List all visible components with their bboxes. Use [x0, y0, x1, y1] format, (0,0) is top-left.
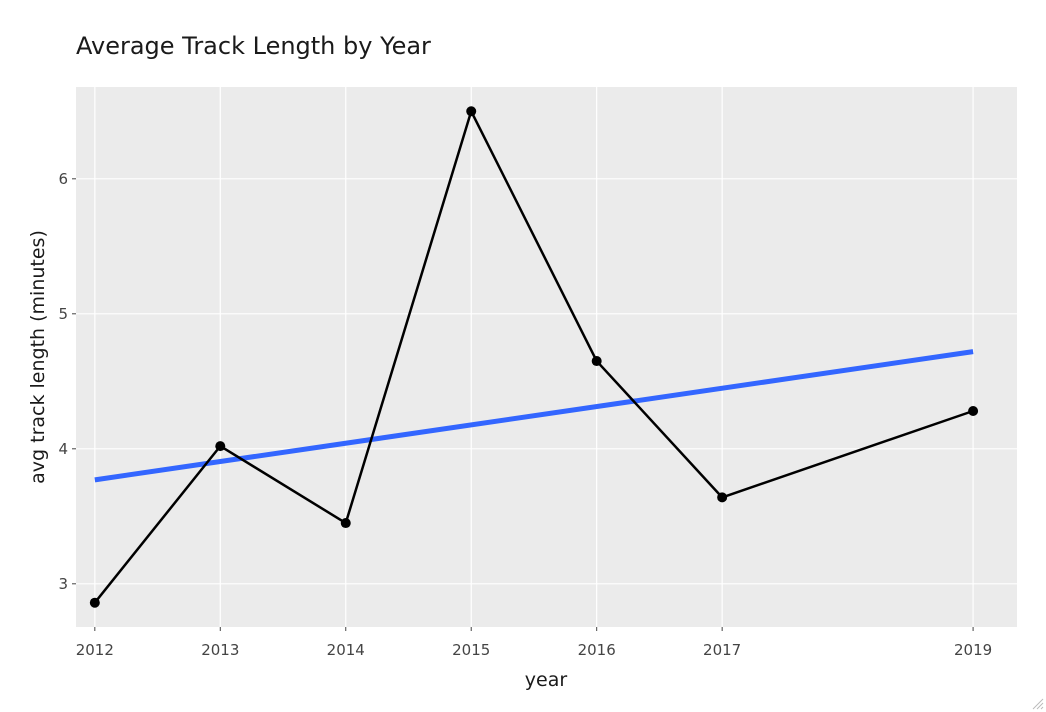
data-point[interactable]: [968, 406, 979, 416]
data-point[interactable]: [340, 518, 351, 529]
plot-panel: [76, 87, 1017, 627]
y-axis-title: avg track length (minutes): [27, 230, 49, 484]
y-tick-label: 3: [58, 575, 68, 593]
x-tick-label: 2017: [703, 641, 741, 659]
data-point[interactable]: [215, 441, 226, 452]
x-tick-label: 2015: [452, 641, 490, 659]
x-tick-label: 2013: [201, 641, 239, 659]
chart-title: Average Track Length by Year: [76, 32, 431, 60]
x-axis-title: year: [525, 669, 568, 691]
x-tick-label: 2012: [76, 641, 114, 659]
y-tick-label: 5: [58, 305, 68, 323]
x-tick-label: 2016: [578, 641, 616, 659]
data-point[interactable]: [466, 106, 477, 117]
data-point[interactable]: [591, 356, 602, 367]
data-point[interactable]: [717, 492, 728, 503]
data-line-group: [89, 106, 979, 608]
data-point[interactable]: [89, 597, 100, 608]
axes: 2012 2013 2014 2015 2016 2017 2019 3 4 5 6: [58, 170, 992, 659]
x-tick-label: 2014: [327, 641, 365, 659]
x-tick-label: 2019: [954, 641, 992, 659]
resize-handle-icon[interactable]: [1030, 696, 1044, 710]
y-tick-label: 4: [58, 440, 68, 458]
y-tick-label: 6: [58, 170, 68, 188]
